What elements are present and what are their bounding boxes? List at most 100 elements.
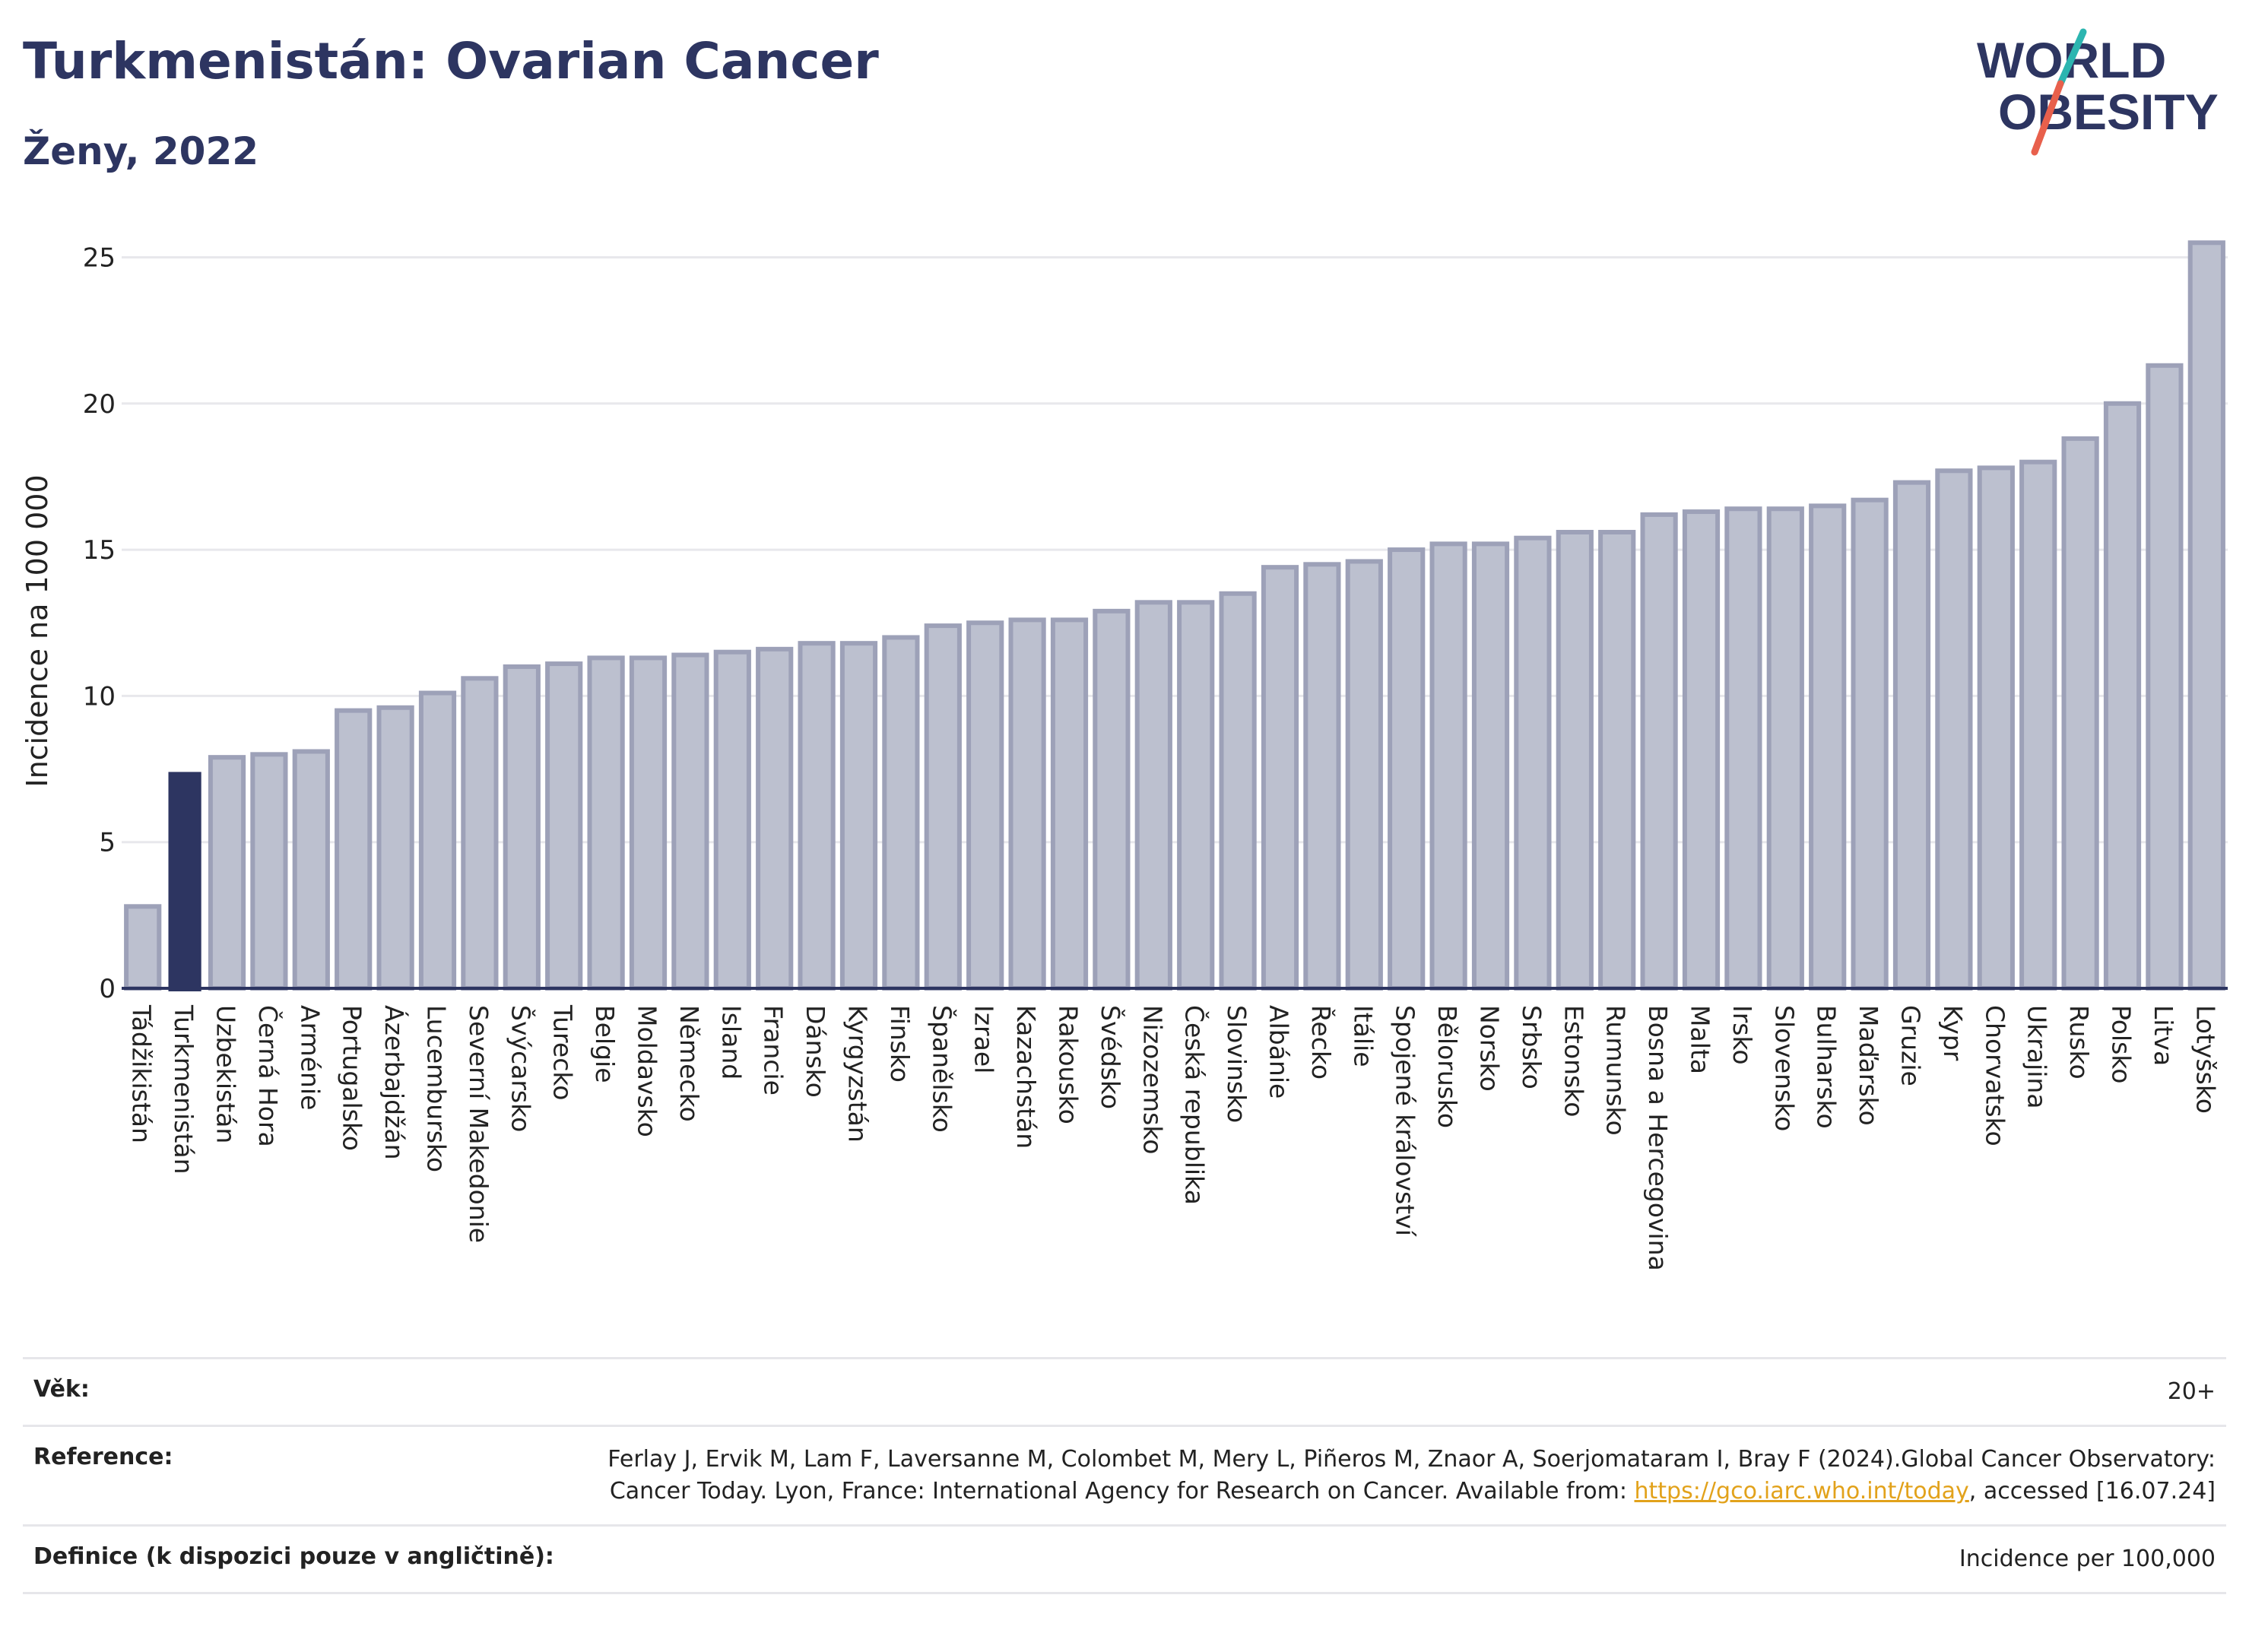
bar-9: [503, 664, 541, 991]
x-tick-label-35: Rumunsko: [1601, 1005, 1631, 1136]
bar-2: [208, 755, 246, 991]
x-tick-label-42: Gruzie: [1896, 1005, 1926, 1086]
bar-40: [1809, 503, 1847, 991]
x-tick-label-14: Island: [716, 1005, 746, 1080]
bar-39: [1766, 506, 1804, 991]
bar-8: [461, 676, 499, 991]
bar-35: [1598, 530, 1636, 991]
x-tick-label-33: Srbsko: [1517, 1005, 1546, 1089]
chart-subtitle: Ženy, 2022: [23, 129, 259, 173]
bar-43: [1935, 468, 1973, 991]
y-tick-label: 25: [83, 243, 116, 273]
x-tick-label-44: Chorvatsko: [1980, 1005, 2010, 1146]
x-tick-label-47: Polsko: [2107, 1005, 2136, 1083]
x-tick-label-31: Bělorusko: [1432, 1005, 1462, 1128]
metadata-table: Věk: 20+ Reference: Ferlay J, Ervik M, L…: [23, 1357, 2226, 1594]
reference-suffix: , accessed [16.07.24]: [1968, 1478, 2216, 1505]
meta-row-reference: Reference: Ferlay J, Ervik M, Lam F, Lav…: [23, 1425, 2226, 1524]
x-tick-label-43: Kypr: [1938, 1005, 1968, 1061]
bar-15: [756, 646, 794, 991]
bar-6: [376, 705, 414, 991]
x-tick-label-8: Severní Makedonie: [464, 1005, 493, 1243]
bar-10: [545, 661, 583, 991]
bar-7: [418, 690, 457, 991]
x-tick-label-9: Švýcarsko: [506, 1005, 536, 1132]
y-tick-label: 20: [83, 389, 116, 420]
world-obesity-logo: WORLD OBESITY: [1977, 28, 2219, 156]
bars: [124, 240, 2225, 991]
x-tick-label-26: Slovinsko: [1222, 1005, 1251, 1123]
bar-4: [292, 749, 330, 991]
chart-title: Turkmenistán: Ovarian Cancer: [23, 32, 879, 90]
y-axis-label: Incidence na 100 000: [21, 474, 54, 787]
x-tick-label-3: Černá Hora: [253, 1005, 284, 1147]
bar-26: [1219, 591, 1257, 991]
x-tick-label-17: Kyrgyzstán: [843, 1005, 873, 1143]
bar-22: [1050, 617, 1089, 991]
x-tick-label-5: Portugalsko: [338, 1005, 367, 1151]
bar-chart: 0 5 10 15 20 25 Tádžikistán Turkmenistán Uzbeki…: [21, 240, 2228, 1271]
bar-37: [1682, 509, 1721, 991]
reference-value: Ferlay J, Ervik M, Lam F, Laversanne M, …: [581, 1444, 2216, 1508]
x-tick-label-41: Maďarsko: [1854, 1005, 1883, 1126]
x-tick-label-15: Francie: [759, 1005, 788, 1096]
x-tick-label-19: Španělsko: [927, 1005, 957, 1133]
bar-46: [2061, 436, 2099, 991]
x-tick-label-30: Spojené království: [1391, 1005, 1420, 1238]
bar-20: [966, 620, 1004, 991]
bar-44: [1977, 465, 2015, 991]
bar-18: [882, 635, 920, 991]
y-tick-labels: 0 5 10 15 20 25: [83, 243, 116, 1004]
bar-34: [1556, 530, 1594, 991]
bar-14: [713, 649, 751, 991]
x-tick-label-24: Nizozemsko: [1137, 1005, 1167, 1154]
x-tick-label-0: Tádžikistán: [127, 1004, 157, 1143]
bar-49: [2187, 240, 2225, 991]
bar-29: [1345, 559, 1383, 991]
bar-28: [1303, 562, 1341, 991]
bar-3: [250, 752, 288, 991]
x-tick-label-10: Turecko: [548, 1004, 578, 1100]
bar-23: [1093, 608, 1131, 991]
bar-27: [1261, 565, 1299, 991]
bar-36: [1640, 512, 1678, 991]
x-tick-label-48: Litva: [2149, 1005, 2178, 1066]
x-tick-label-16: Dánsko: [801, 1005, 830, 1098]
bar-1: [168, 772, 201, 991]
x-tick-label-22: Rakousko: [1054, 1005, 1083, 1124]
bar-33: [1514, 535, 1552, 991]
reference-link[interactable]: https://gco.iarc.who.int/today: [1634, 1478, 1969, 1505]
bar-16: [798, 641, 836, 991]
bar-13: [671, 652, 709, 991]
age-value: 20+: [2167, 1378, 2216, 1405]
x-tick-label-32: Norsko: [1475, 1005, 1505, 1092]
reference-text: Ferlay J, Ervik M, Lam F, Laversanne M, …: [607, 1446, 2216, 1505]
x-tick-label-20: Izrael: [969, 1005, 999, 1073]
x-tick-label-1: Turkmenistán: [169, 1004, 198, 1175]
bar-30: [1388, 547, 1426, 991]
reference-label: Reference:: [33, 1444, 173, 1470]
x-tick-label-36: Bosna a Hercegovina: [1643, 1005, 1673, 1271]
x-tick-label-40: Bulharsko: [1812, 1005, 1841, 1129]
bar-48: [2146, 363, 2184, 991]
logo-text-obesity: OBESITY: [1998, 84, 2219, 140]
x-tick-label-38: Irsko: [1727, 1005, 1757, 1065]
x-tick-label-28: Řecko: [1306, 1005, 1337, 1080]
x-tick-label-45: Ukrajina: [2022, 1005, 2052, 1109]
bar-38: [1724, 506, 1762, 991]
x-tick-label-12: Moldavsko: [633, 1005, 662, 1137]
x-tick-label-13: Německo: [674, 1005, 704, 1122]
bar-47: [2103, 401, 2142, 991]
y-tick-label: 10: [83, 681, 116, 712]
x-tick-label-4: Arménie: [295, 1005, 325, 1110]
bar-17: [839, 641, 878, 991]
y-tick-label: 0: [99, 974, 116, 1004]
bar-25: [1177, 600, 1215, 991]
x-tick-label-18: Finsko: [885, 1005, 915, 1083]
bar-42: [1892, 480, 1931, 991]
bar-45: [2019, 459, 2057, 991]
bar-19: [924, 623, 962, 991]
x-tick-label-2: Uzbekistán: [211, 1005, 241, 1143]
x-tick-label-21: Kazachstán: [1011, 1005, 1041, 1149]
meta-row-definition: Definice (k dispozici pouze v angličtině…: [23, 1524, 2226, 1594]
